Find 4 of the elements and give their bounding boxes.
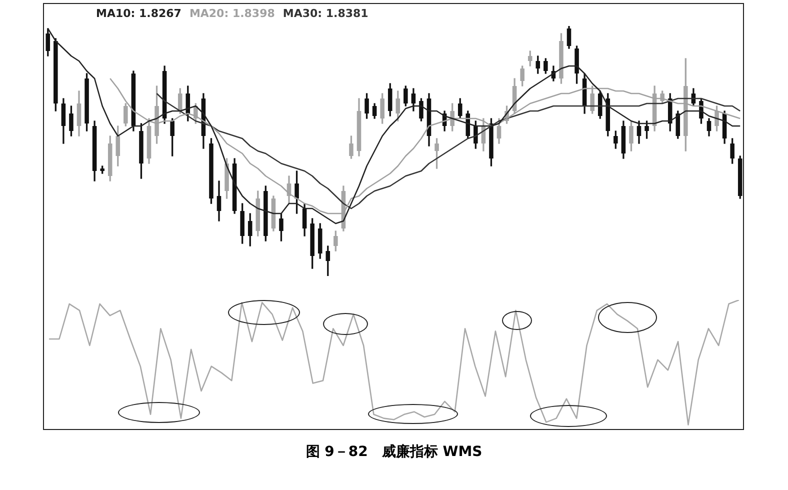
- text: MA20: 1.8398: [189, 6, 275, 20]
- text: MA10: 1.8267: [96, 6, 182, 20]
- caption: 图 9－82 威廉指标 WMS: [306, 444, 482, 460]
- text: MA30: 1.8381: [282, 6, 368, 20]
